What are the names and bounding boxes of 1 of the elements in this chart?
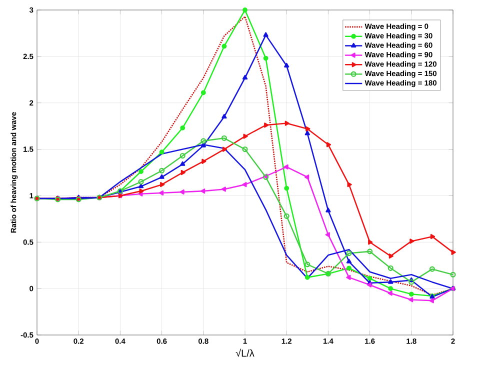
x-axis-title: √L/λ — [236, 348, 254, 357]
